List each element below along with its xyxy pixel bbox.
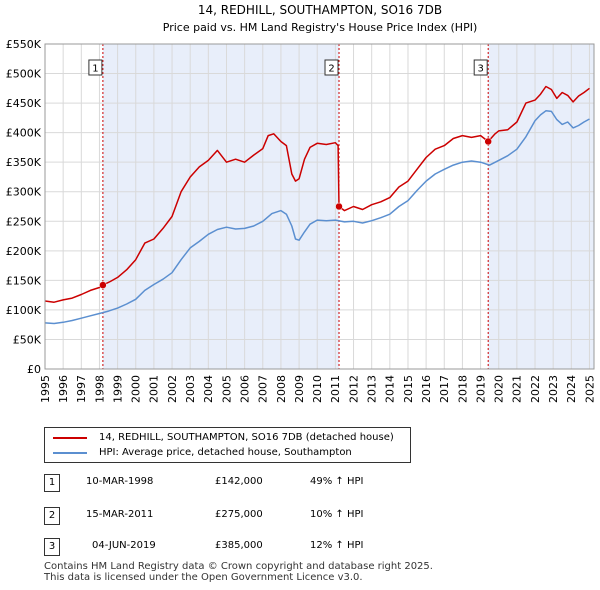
y-tick-label: £350K [6,156,42,169]
sale-point [484,137,492,146]
y-tick-label: £550K [6,38,42,51]
chart-subtitle: Price paid vs. HM Land Registry's House … [163,21,478,34]
x-tick-label: 2020 [493,375,506,403]
footer: Contains HM Land Registry data © Crown c… [44,561,433,583]
footer-copyright: Contains HM Land Registry data © Crown c… [44,561,433,572]
x-tick-label: 2007 [257,375,270,403]
x-tick-label: 2012 [347,375,360,403]
x-tick-label: 2003 [184,375,197,403]
plot-frame [44,43,595,370]
legend-label-hpi: HPI: Average price, detached house, Sout… [99,447,352,458]
x-tick-label: 2013 [366,375,379,403]
transaction-hpi: 49% ↑ HPI [310,476,364,487]
marker-box [473,59,488,76]
price-chart: 14, REDHILL, SOUTHAMPTON, SO16 7DB Price… [6,3,597,403]
y-tick-label: £200K [6,245,42,258]
marker-label: 3 [478,64,484,75]
sale-point [335,202,343,211]
transaction-hpi: 12% ↑ HPI [310,540,364,551]
x-tick-label: 2008 [275,375,288,403]
x-tick-label: 2025 [583,375,596,403]
x-tick-label: 2004 [202,375,215,403]
transaction-price: £385,000 [215,540,263,551]
legend-swatch-price [53,437,87,439]
marker-box [88,59,103,76]
x-tick-label: 2021 [511,375,524,403]
shaded-period [102,44,340,369]
transaction-number: 3 [44,538,60,556]
x-tick-label: 2022 [529,375,542,403]
marker-label: 1 [92,64,98,75]
x-tick-label: 2016 [420,375,433,403]
transaction-number: 2 [44,507,60,525]
x-tick-label: 2024 [565,375,578,403]
x-tick-label: 2011 [329,375,342,403]
y-tick-label: £400K [6,127,42,140]
sale-point [99,281,107,289]
x-tick-label: 2006 [238,375,251,403]
x-tick-label: 1995 [39,375,52,403]
y-tick-label: £250K [6,215,42,228]
x-tick-label: 1998 [93,375,106,403]
y-tick-label: £500K [6,68,42,81]
x-tick-label: 1999 [111,375,124,403]
x-tick-label: 2000 [130,375,143,403]
x-tick-label: 2005 [220,375,233,403]
x-tick-label: 2017 [438,375,451,403]
chart-title: 14, REDHILL, SOUTHAMPTON, SO16 7DB [198,3,442,17]
x-tick-label: 2002 [166,375,179,403]
y-tick-label: £300K [6,186,42,199]
transaction-hpi: 10% ↑ HPI [310,509,364,520]
marker-label: 2 [328,64,334,75]
x-tick-label: 2018 [456,375,469,403]
transaction-date: 10-MAR-1998 [86,476,154,487]
y-tick-label: £450K [6,97,42,110]
transaction-price: £275,000 [215,509,263,520]
x-tick-label: 2019 [474,375,487,403]
legend: 14, REDHILL, SOUTHAMPTON, SO16 7DB (deta… [44,427,411,463]
y-tick-label: £150K [6,274,42,287]
transaction-date: 15-MAR-2011 [86,509,154,520]
x-tick-label: 2023 [547,375,560,403]
x-tick-label: 1996 [57,375,70,403]
hpi-series-line [44,110,590,325]
x-tick-label: 2001 [148,375,161,403]
price-series-line [44,85,590,303]
y-tick-label: £0 [27,363,41,376]
footer-licence: This data is licensed under the Open Gov… [44,572,363,583]
x-tick-label: 2015 [402,375,415,403]
x-tick-label: 2009 [293,375,306,403]
y-tick-label: £100K [6,304,42,317]
transaction-price: £142,000 [215,476,263,487]
transaction-number: 1 [44,474,60,492]
x-tick-label: 2014 [384,375,397,403]
transaction-date: 04-JUN-2019 [92,540,156,551]
y-tick-label: £50K [13,333,42,346]
legend-label-price: 14, REDHILL, SOUTHAMPTON, SO16 7DB (deta… [99,432,394,443]
legend-swatch-hpi [53,452,87,454]
x-tick-label: 1997 [75,375,88,403]
x-tick-label: 2010 [311,375,324,403]
marker-box [324,59,339,76]
